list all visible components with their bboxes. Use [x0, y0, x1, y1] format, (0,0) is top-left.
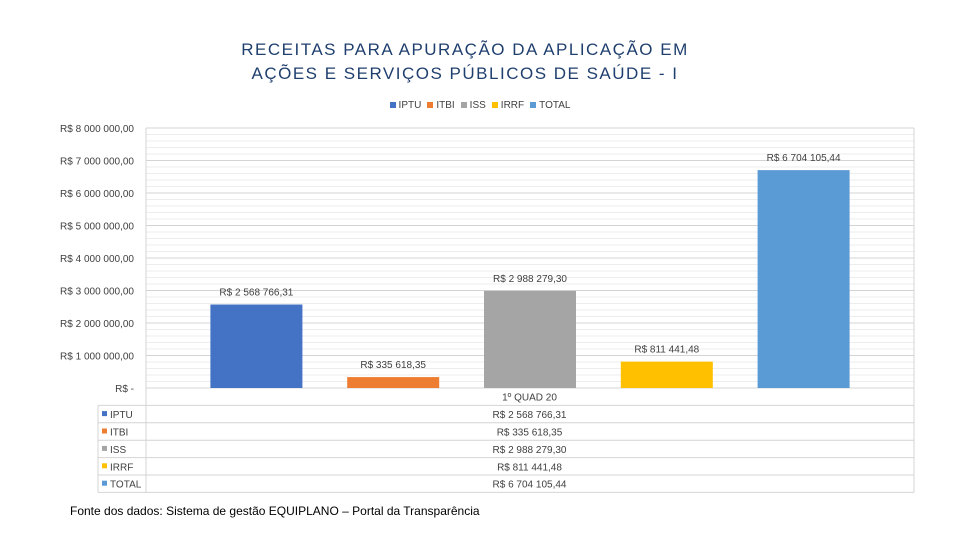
table-cell-value: R$ 6 704 105,44: [493, 480, 567, 491]
chart-title-line-1: RECEITAS PARA APURAÇÃO DA APLICAÇÃO EM: [241, 40, 689, 59]
data-label-iss: R$ 2 988 279,30: [493, 274, 567, 285]
legend-label: TOTAL: [539, 100, 571, 111]
table-legend-key: [102, 480, 107, 486]
y-tick-label: R$ 3 000 000,00: [60, 287, 134, 298]
table-cell-value: R$ 2 568 766,31: [493, 410, 567, 421]
legend-swatch: [460, 102, 467, 109]
legend-label: ITBI: [436, 100, 455, 111]
legend-item-irrf: IRRF: [491, 100, 525, 111]
y-tick-label: R$ 8 000 000,00: [60, 124, 134, 135]
bar-irrf: [620, 361, 713, 388]
data-label-itbi: R$ 335 618,35: [360, 360, 426, 371]
y-tick-label: R$ 7 000 000,00: [60, 157, 134, 168]
y-tick-label: R$ 6 000 000,00: [60, 189, 134, 200]
data-label-iptu: R$ 2 568 766,31: [219, 288, 293, 299]
data-label-total: R$ 6 704 105,44: [767, 153, 841, 164]
legend-item-itbi: ITBI: [427, 100, 455, 111]
chart-title: RECEITAS PARA APURAÇÃO DA APLICAÇÃO EM A…: [150, 38, 780, 86]
legend: IPTU ITBI ISS IRRF TOTAL: [0, 100, 960, 111]
source-note: Fonte dos dados: Sistema de gestão EQUIP…: [70, 504, 480, 518]
bar-iss: [484, 290, 576, 388]
table-legend-key: [102, 463, 107, 469]
table-row-name: IPTU: [110, 410, 133, 421]
legend-label: ISS: [469, 100, 486, 111]
y-tick-label: R$ 1 000 000,00: [60, 352, 134, 363]
table-cell-value: R$ 2 988 279,30: [493, 445, 567, 456]
legend-item-iptu: IPTU: [389, 100, 422, 111]
legend-swatch: [427, 102, 434, 109]
table-row-name: ITBI: [110, 428, 128, 439]
chart-title-line-2: AÇÕES E SERVIÇOS PÚBLICOS DE SAÚDE - I: [251, 64, 679, 83]
y-tick-label: R$ -: [115, 384, 134, 395]
table-row-name: TOTAL: [110, 480, 142, 491]
bar-itbi: [347, 377, 440, 388]
bar-total: [757, 170, 850, 388]
legend-label: IRRF: [500, 100, 525, 111]
table-category-header: 1º QUAD 20: [502, 393, 557, 404]
table-legend-key: [102, 411, 107, 417]
bar-iptu: [210, 304, 303, 388]
y-tick-label: R$ 2 000 000,00: [60, 319, 134, 330]
y-tick-label: R$ 4 000 000,00: [60, 254, 134, 265]
table-row-name: IRRF: [110, 462, 133, 473]
table-legend-key: [102, 445, 107, 451]
table-cell-value: R$ 335 618,35: [497, 428, 563, 439]
data-label-irrf: R$ 811 441,48: [634, 345, 699, 356]
legend-swatch: [530, 102, 537, 109]
legend-swatch: [389, 102, 396, 109]
legend-item-iss: ISS: [460, 100, 486, 111]
y-tick-label: R$ 5 000 000,00: [60, 222, 134, 233]
table-cell-value: R$ 811 441,48: [497, 462, 562, 473]
table-legend-key: [102, 428, 107, 434]
legend-swatch: [491, 102, 498, 109]
legend-item-total: TOTAL: [530, 100, 570, 111]
legend-label: IPTU: [398, 100, 422, 111]
table-row-name: ISS: [110, 445, 126, 456]
